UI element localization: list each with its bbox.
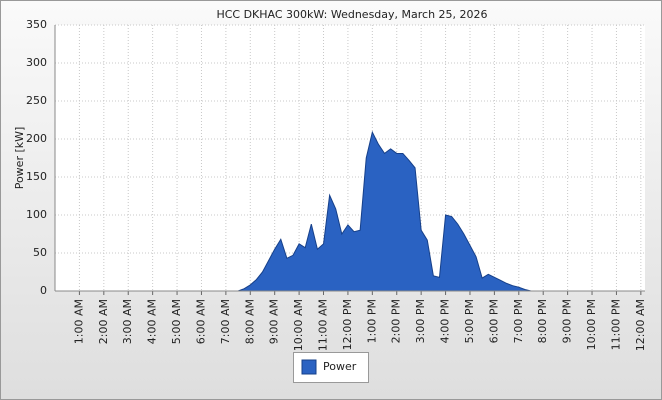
- y-tick-label: 150: [26, 170, 47, 183]
- chart-title: HCC DKHAC 300kW: Wednesday, March 25, 20…: [216, 8, 487, 21]
- x-tick-label: 6:00 PM: [487, 299, 500, 343]
- y-tick-label: 200: [26, 132, 47, 145]
- y-tick-label: 0: [40, 284, 47, 297]
- x-tick-label: 8:00 PM: [536, 299, 549, 343]
- x-tick-label: 5:00 AM: [170, 299, 183, 344]
- x-tick-label: 4:00 PM: [439, 299, 452, 343]
- x-tick-label: 6:00 AM: [194, 299, 207, 344]
- x-tick-label: 9:00 AM: [268, 299, 281, 344]
- y-tick-label: 100: [26, 208, 47, 221]
- x-tick-label: 1:00 PM: [365, 299, 378, 343]
- x-tick-label: 2:00 PM: [390, 299, 403, 343]
- y-tick-label: 350: [26, 18, 47, 31]
- y-axis-label: Power [kW]: [13, 127, 26, 190]
- y-tick-label: 50: [33, 246, 47, 259]
- x-tick-label: 1:00 AM: [72, 299, 85, 344]
- area: [237, 130, 532, 292]
- x-tick-label: 10:00 PM: [585, 299, 598, 350]
- x-tick-label: 3:00 AM: [121, 299, 134, 344]
- x-tick-label: 7:00 PM: [512, 299, 525, 343]
- x-tick-label: 9:00 PM: [561, 299, 574, 343]
- x-tick-label: 12:00 AM: [634, 299, 647, 351]
- x-tick-label: 5:00 PM: [463, 299, 476, 343]
- x-tick-label: 11:00 AM: [317, 299, 330, 351]
- legend-swatch: [301, 359, 317, 375]
- legend-label: Power: [323, 360, 357, 373]
- y-tick-label: 250: [26, 94, 47, 107]
- x-tick-label: 7:00 AM: [219, 299, 232, 344]
- x-tick-label: 11:00 PM: [609, 299, 622, 350]
- x-tick-label: 8:00 AM: [243, 299, 256, 344]
- x-tick-label: 10:00 AM: [292, 299, 305, 351]
- x-tick-label: 2:00 AM: [97, 299, 110, 344]
- x-tick-label: 3:00 PM: [414, 299, 427, 343]
- x-tick-label: 12:00 PM: [341, 299, 354, 350]
- y-tick-label: 300: [26, 56, 47, 69]
- x-tick-label: 4:00 AM: [146, 299, 159, 344]
